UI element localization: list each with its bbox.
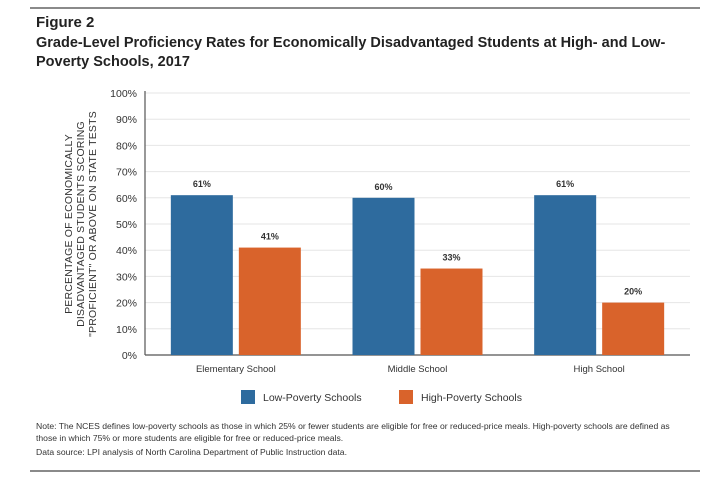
top-rule — [30, 7, 700, 9]
y-tick-label: 10% — [116, 324, 137, 336]
data-label: 41% — [261, 232, 279, 242]
y-tick-label: 70% — [116, 167, 137, 179]
y-tick-label: 100% — [110, 88, 137, 100]
bar-chart: 0% 10% 20% 30% 40% 50% 60% 70% 80% 90% 100% 61% 41%… — [63, 88, 690, 404]
data-label: 60% — [374, 182, 392, 192]
y-axis-label-line: PERCENTAGE OF ECONOMICALLY — [63, 134, 75, 314]
gridlines — [145, 92, 690, 330]
bar — [534, 195, 597, 355]
y-tick-label: 90% — [116, 114, 137, 126]
y-tick-label: 40% — [116, 245, 137, 257]
figure-label: Figure 2 — [36, 14, 95, 31]
data-label: 20% — [624, 287, 642, 297]
x-category-label: Elementary School — [196, 364, 276, 375]
y-tick-label: 20% — [116, 298, 137, 310]
data-source: Data source: LPI analysis of North Carol… — [36, 447, 347, 457]
data-label: 61% — [556, 179, 574, 189]
x-category-label: Middle School — [388, 364, 448, 375]
legend-label: High-Poverty Schools — [421, 392, 522, 404]
y-tick-label: 80% — [116, 140, 137, 152]
bar — [238, 247, 301, 355]
y-axis-label-line: "PROFICIENT" OR ABOVE ON STATE TESTS — [87, 111, 99, 337]
axes — [144, 91, 690, 356]
bar — [170, 195, 233, 355]
bar — [352, 197, 415, 355]
legend-swatch — [399, 390, 413, 404]
figure-title: Grade-Level Proficiency Rates for Econom… — [36, 35, 666, 70]
x-category-label: High School — [574, 364, 625, 375]
y-axis-ticks: 0% 10% 20% 30% 40% 50% 60% 70% 80% 90% 100% — [110, 88, 137, 362]
x-axis-categories: Elementary School Middle School High Schoo… — [196, 364, 625, 375]
y-tick-label: 0% — [122, 350, 137, 362]
bars — [170, 195, 665, 355]
figure-note: Note: The NCES defines low-poverty schoo… — [36, 421, 670, 443]
y-tick-label: 60% — [116, 193, 137, 205]
bottom-rule — [30, 470, 700, 472]
y-axis-label-group: PERCENTAGE OF ECONOMICALLY DISADVANTAGED … — [63, 111, 99, 337]
y-axis-label: PERCENTAGE OF ECONOMICALLY DISADVANTAGED … — [63, 111, 99, 337]
bar — [420, 268, 483, 355]
y-tick-label: 30% — [116, 271, 137, 283]
data-label: 61% — [193, 179, 211, 189]
legend: Low-Poverty Schools High-Poverty Schools — [241, 390, 522, 404]
y-axis-label-line: DISADVANTAGED STUDENTS SCORING — [75, 121, 87, 327]
bar — [602, 302, 665, 355]
y-tick-label: 50% — [116, 219, 137, 231]
legend-label: Low-Poverty Schools — [263, 392, 362, 404]
legend-swatch — [241, 390, 255, 404]
data-label: 33% — [442, 253, 460, 263]
data-labels: 61% 41% 60% 33% 61% 20% — [193, 179, 642, 296]
